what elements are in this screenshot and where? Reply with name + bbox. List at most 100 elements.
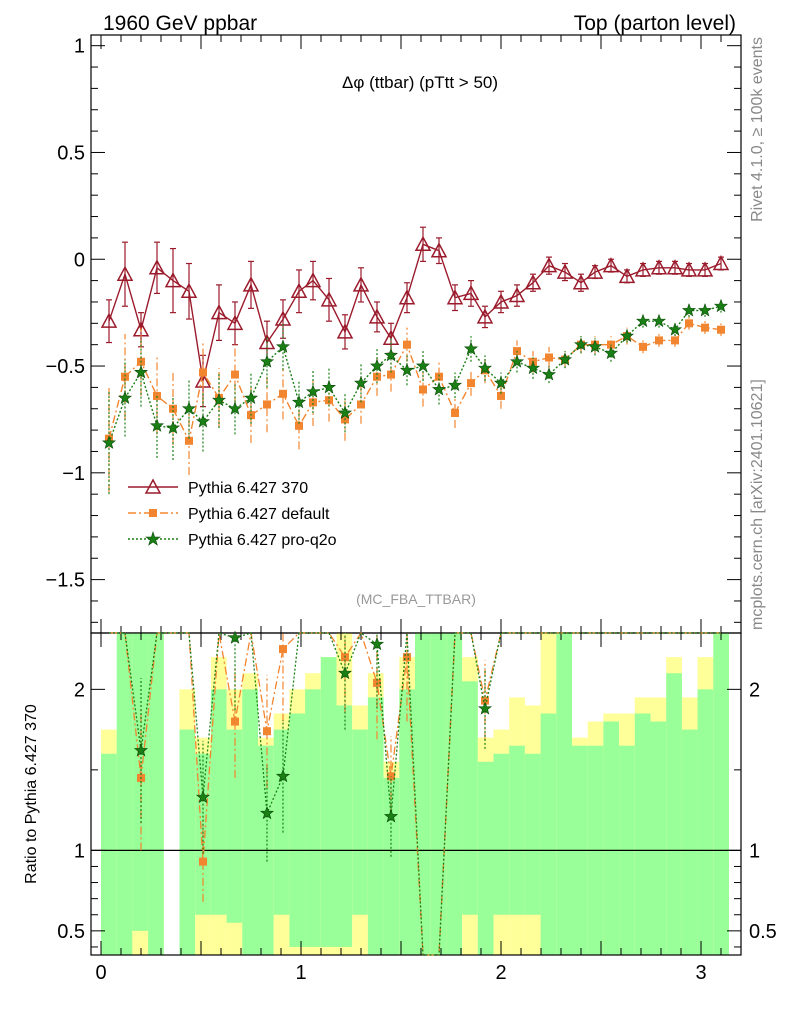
data-point xyxy=(336,323,354,339)
data-point xyxy=(545,353,553,362)
data-point xyxy=(492,293,510,309)
data-point xyxy=(337,405,353,419)
band-green xyxy=(681,729,698,955)
data-point xyxy=(199,368,207,377)
band-green xyxy=(367,697,384,955)
band-green xyxy=(697,689,714,955)
data-point xyxy=(383,348,399,362)
series-open-triangle xyxy=(100,226,730,408)
data-point xyxy=(321,380,337,394)
data-point xyxy=(462,284,480,301)
data-point xyxy=(133,743,149,757)
ratio-series-star xyxy=(109,630,721,956)
rivet-label: Rivet 4.1.0, ≥ 100k events xyxy=(749,37,766,222)
data-point xyxy=(685,319,693,328)
y-tick-label: 1 xyxy=(74,36,85,58)
ratio-y-tick-label-right: 0.5 xyxy=(749,921,777,943)
data-point xyxy=(446,289,464,305)
band-green xyxy=(556,633,572,955)
series-line xyxy=(108,322,722,443)
series-star xyxy=(101,298,729,495)
data-point xyxy=(602,257,620,273)
data-point xyxy=(101,435,117,449)
data-point xyxy=(508,286,526,303)
main-panel: 1 0.5 0 −0.5 −1 −1.5 xyxy=(46,34,742,634)
data-point xyxy=(226,314,244,331)
data-point xyxy=(195,789,211,804)
ratio-y-tick-label-right: 1 xyxy=(749,840,760,862)
data-point xyxy=(509,354,525,368)
data-point xyxy=(121,372,129,381)
band-green xyxy=(210,689,227,915)
legend-label-proq2o: Pythia 6.427 pro-q2o xyxy=(188,532,337,549)
band-green xyxy=(320,657,337,947)
data-point xyxy=(463,341,479,355)
series-square xyxy=(105,316,725,493)
data-point xyxy=(100,312,118,328)
band-green xyxy=(477,761,494,955)
x-tick-label: 1 xyxy=(295,962,306,984)
band-green xyxy=(336,705,353,947)
data-point xyxy=(618,267,636,284)
data-point xyxy=(431,382,447,396)
band-green xyxy=(179,729,196,955)
analysis-label: (MC_FBA_TTBAR) xyxy=(356,591,476,607)
data-point xyxy=(435,372,443,381)
data-point xyxy=(295,421,303,430)
data-point xyxy=(717,325,725,334)
data-point xyxy=(398,289,416,305)
data-point xyxy=(525,360,541,375)
data-point xyxy=(477,360,493,375)
data-point xyxy=(259,354,275,368)
data-point xyxy=(671,336,679,345)
ratio-y-tick-label-right: 2 xyxy=(749,679,760,701)
data-point xyxy=(635,313,651,328)
band-green xyxy=(148,633,164,955)
data-point xyxy=(275,339,291,353)
series-line xyxy=(108,305,722,444)
ratio-line xyxy=(109,631,721,956)
legend-entry-default: Pythia 6.427 default xyxy=(128,506,330,523)
legend-marker-default xyxy=(149,509,157,517)
legend-label-370: Pythia 6.427 370 xyxy=(188,480,308,497)
data-point xyxy=(210,304,228,320)
data-point xyxy=(181,401,197,415)
data-point xyxy=(447,377,463,392)
band-green xyxy=(446,633,463,955)
data-point xyxy=(680,261,698,277)
data-point xyxy=(655,336,663,345)
data-point xyxy=(195,414,211,428)
band-green xyxy=(666,673,682,955)
data-point xyxy=(227,401,243,415)
data-point xyxy=(712,254,730,271)
data-point xyxy=(231,717,239,726)
data-point xyxy=(243,390,259,404)
data-point xyxy=(165,420,181,434)
y-tick-label: 0 xyxy=(74,249,85,271)
data-point xyxy=(290,282,308,299)
data-point xyxy=(524,274,542,290)
legend-entry-proq2o: Pythia 6.427 pro-q2o xyxy=(128,531,337,549)
data-point xyxy=(477,701,493,715)
header-left: 1960 GeV ppbar xyxy=(103,12,257,35)
data-point xyxy=(309,398,317,407)
band-green xyxy=(132,633,149,931)
band-green xyxy=(650,721,667,955)
band-green xyxy=(540,713,557,955)
legend: Pythia 6.427 370 Pythia 6.427 default Py… xyxy=(128,478,337,549)
ratio-y-tick-label: 2 xyxy=(74,679,85,701)
data-point xyxy=(493,375,509,390)
data-point xyxy=(259,805,275,820)
ratio-y-tick-label: 0.5 xyxy=(57,921,85,943)
band-green xyxy=(399,689,415,955)
y-tick-label: −1.5 xyxy=(46,570,85,592)
x-tick-label: 2 xyxy=(495,962,506,984)
y-tick-label: −0.5 xyxy=(46,356,85,378)
legend-label-default: Pythia 6.427 default xyxy=(188,506,330,523)
data-point xyxy=(258,333,276,350)
data-point xyxy=(587,339,603,353)
data-point xyxy=(337,665,353,680)
data-point xyxy=(305,384,321,398)
data-point xyxy=(572,274,590,290)
ratio-panel: 0 1 2 3 2 2 1 1 0.5 0.5 xyxy=(57,630,777,984)
